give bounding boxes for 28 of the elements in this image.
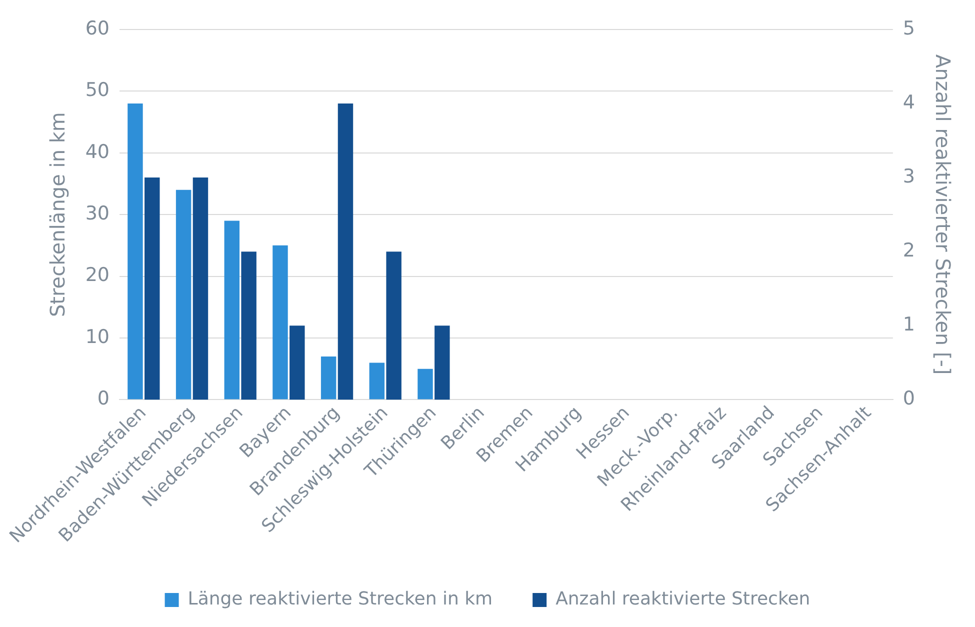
bar	[434, 326, 450, 400]
bar	[241, 252, 256, 400]
y2-tick-label: 1	[902, 314, 916, 336]
legend-label: Länge reaktivierte Strecken in km	[188, 588, 493, 610]
bar	[128, 103, 143, 400]
y2-axis-title: Anzahl reaktivierter Strecken [-]	[930, 54, 955, 375]
bar	[338, 103, 354, 400]
bar	[369, 362, 385, 400]
bar	[418, 368, 433, 400]
legend-label: Anzahl reaktivierte Strecken	[556, 588, 810, 610]
y-tick-label: 50	[85, 79, 110, 102]
y-tick-label: 0	[97, 388, 110, 410]
bar	[272, 245, 288, 400]
y2-tick-label: 0	[902, 388, 916, 410]
y-tick-label: 40	[85, 140, 110, 163]
bar	[320, 356, 336, 400]
bar	[144, 178, 160, 400]
y2-tick-label: 4	[902, 91, 916, 114]
bar	[290, 326, 305, 400]
y-tick-label: 10	[85, 326, 110, 348]
y-tick-label: 30	[85, 202, 110, 225]
y2-tick-label: 5	[902, 17, 916, 40]
bar	[386, 252, 402, 400]
y-tick-label: 60	[85, 17, 110, 40]
y2-tick-label: 2	[902, 240, 916, 262]
y2-tick-label: 3	[902, 165, 916, 188]
y-tick-label: 20	[85, 264, 110, 286]
y-axis-title: Streckenlänge in km	[46, 112, 70, 318]
